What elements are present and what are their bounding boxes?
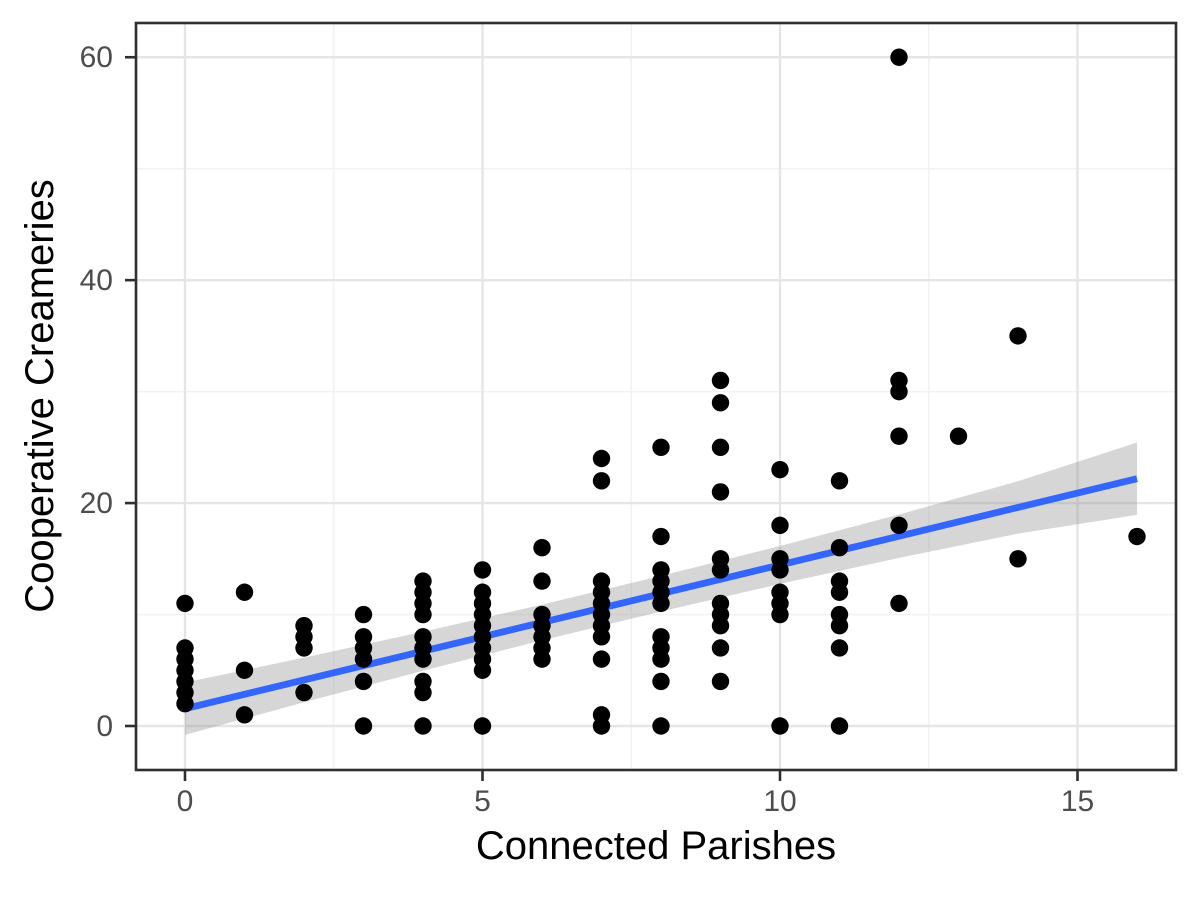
y-tick-label: 0 xyxy=(96,710,113,743)
x-tick-label: 5 xyxy=(474,785,491,818)
data-point xyxy=(830,717,849,735)
data-point xyxy=(830,583,849,601)
data-point xyxy=(176,695,194,713)
data-point xyxy=(890,427,908,445)
y-axis-title: Cooperative Creameries xyxy=(18,179,62,613)
data-point xyxy=(473,661,492,679)
data-point xyxy=(890,594,908,613)
data-point xyxy=(771,717,789,735)
data-point xyxy=(176,594,194,613)
y-tick-label: 40 xyxy=(80,264,113,297)
data-point xyxy=(890,516,908,535)
data-point xyxy=(473,717,492,735)
x-tick-label: 0 xyxy=(177,785,194,818)
data-point xyxy=(473,561,492,579)
data-point xyxy=(354,605,373,624)
data-point xyxy=(533,538,551,557)
data-point xyxy=(235,583,254,601)
x-axis-title: Connected Parishes xyxy=(475,824,837,868)
data-point xyxy=(711,438,730,457)
panel-border xyxy=(134,21,1178,772)
data-point xyxy=(652,650,670,668)
data-point xyxy=(414,683,432,702)
data-point xyxy=(295,683,313,702)
data-point xyxy=(1009,550,1027,568)
data-point xyxy=(1128,527,1146,546)
y-tick-label: 60 xyxy=(80,41,113,74)
data-point xyxy=(771,605,789,624)
data-point xyxy=(711,371,730,390)
data-point xyxy=(830,472,849,490)
data-point xyxy=(830,538,849,557)
data-point xyxy=(1009,327,1027,345)
data-point xyxy=(354,672,373,691)
data-point xyxy=(414,650,432,668)
data-point xyxy=(771,516,789,535)
data-point xyxy=(652,594,670,613)
x-tick-label: 15 xyxy=(1061,785,1094,818)
data-point xyxy=(711,561,730,579)
data-point xyxy=(354,717,373,735)
data-point xyxy=(414,605,432,624)
data-point xyxy=(711,672,730,691)
data-point xyxy=(592,449,611,468)
data-point xyxy=(533,650,551,668)
data-point xyxy=(652,527,670,546)
data-point xyxy=(295,639,313,657)
data-point xyxy=(235,706,254,724)
data-point xyxy=(949,427,968,445)
x-tick-label: 10 xyxy=(763,785,796,818)
data-point xyxy=(711,394,730,412)
data-point xyxy=(235,661,254,679)
data-point xyxy=(771,561,789,579)
data-point xyxy=(652,438,670,457)
data-point xyxy=(711,483,730,501)
data-point xyxy=(830,639,849,657)
data-point xyxy=(533,572,551,590)
data-point xyxy=(592,628,611,646)
data-point xyxy=(592,472,611,490)
data-point xyxy=(890,48,908,66)
data-point xyxy=(652,717,670,735)
data-point xyxy=(592,650,611,668)
data-point xyxy=(890,382,908,401)
y-tick-label: 20 xyxy=(80,487,113,520)
data-point xyxy=(592,717,611,735)
data-point xyxy=(711,616,730,635)
data-point xyxy=(830,616,849,635)
data-point xyxy=(414,717,432,735)
data-point xyxy=(354,650,373,668)
data-point xyxy=(652,672,670,691)
data-point xyxy=(771,460,789,479)
data-point xyxy=(711,639,730,657)
